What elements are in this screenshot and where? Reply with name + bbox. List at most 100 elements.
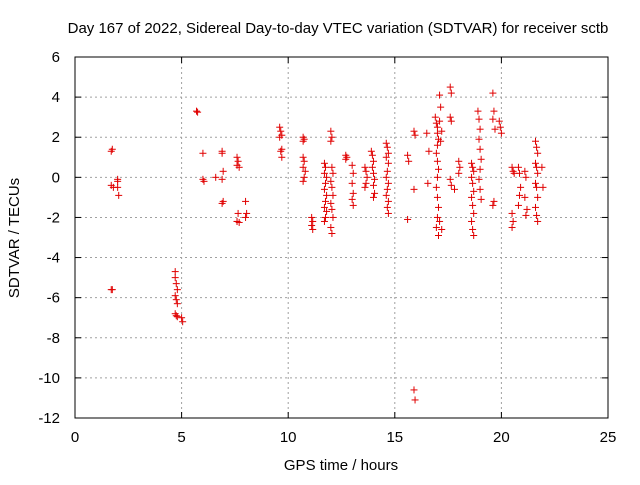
data-point (455, 169, 463, 177)
data-point (447, 89, 455, 97)
data-point (234, 209, 242, 217)
data-point (490, 197, 498, 205)
data-point (477, 155, 485, 163)
data-point (233, 217, 241, 225)
x-tick-label: 25 (600, 429, 617, 446)
data-point (435, 203, 443, 211)
data-point (327, 223, 335, 231)
data-point (179, 318, 187, 326)
data-point (327, 127, 335, 135)
data-point (508, 209, 516, 217)
data-point (300, 173, 308, 181)
data-point (342, 155, 350, 163)
data-point (533, 183, 541, 191)
data-point (469, 179, 477, 187)
data-point (278, 153, 286, 161)
data-point (349, 201, 357, 209)
data-point (171, 268, 179, 276)
data-point (212, 173, 220, 181)
data-point (438, 127, 446, 135)
data-point (193, 107, 201, 115)
data-point (363, 173, 371, 181)
data-point (468, 193, 476, 201)
data-point (521, 193, 529, 201)
data-point (436, 217, 444, 225)
data-point (411, 131, 419, 139)
data-point (404, 151, 412, 159)
data-point (411, 396, 419, 404)
data-point (309, 225, 317, 233)
data-point (521, 167, 529, 175)
data-point (446, 83, 454, 91)
data-point (534, 217, 542, 225)
data-point (470, 187, 478, 195)
data-point (539, 183, 547, 191)
data-point (517, 183, 525, 191)
data-point (532, 179, 540, 187)
data-point (450, 185, 458, 193)
x-tick-label: 15 (386, 429, 403, 446)
data-point (446, 113, 454, 121)
data-point (532, 203, 540, 211)
data-point (328, 133, 336, 141)
data-point (474, 107, 482, 115)
data-point (371, 175, 379, 183)
data-point (496, 123, 504, 131)
data-point (349, 189, 357, 197)
data-point (328, 163, 336, 171)
data-point (108, 145, 116, 153)
data-point (328, 183, 336, 191)
data-point (476, 145, 484, 153)
axes: 0 5 10 15 20 25 -12 -10 -8 -6 -4 -2 0 2 4 6 (38, 49, 616, 446)
data-point (432, 223, 440, 231)
data-point (437, 103, 445, 111)
data-point (468, 159, 476, 167)
data-point (433, 193, 441, 201)
data-point (433, 213, 441, 221)
data-point (348, 179, 356, 187)
data-point (489, 201, 497, 209)
data-point (438, 225, 446, 233)
data-point (243, 209, 251, 217)
data-point (362, 179, 370, 187)
x-tick-label: 5 (177, 429, 185, 446)
data-point (328, 205, 336, 213)
data-point (382, 173, 390, 181)
data-point (218, 147, 226, 155)
data-point (433, 129, 441, 137)
data-point (532, 159, 540, 167)
data-point (490, 107, 498, 115)
data-point (199, 149, 207, 157)
data-point (489, 115, 497, 123)
data-point (361, 183, 369, 191)
data-point (423, 129, 431, 137)
data-point (299, 163, 307, 171)
data-point (329, 213, 337, 221)
data-point (516, 191, 524, 199)
data-point (433, 141, 441, 149)
data-point (277, 127, 285, 135)
data-point (433, 123, 441, 131)
data-point (173, 313, 181, 321)
y-tick-label: -2 (47, 209, 60, 226)
data-point (491, 125, 499, 133)
data-point (327, 199, 335, 207)
grid-lines (75, 57, 608, 418)
data-point (533, 211, 541, 219)
data-point (114, 183, 122, 191)
data-point (242, 213, 250, 221)
data-point (171, 274, 179, 282)
data-point (328, 229, 336, 237)
data-point (384, 179, 392, 187)
data-point (276, 133, 284, 141)
data-point (455, 157, 463, 165)
data-point (320, 159, 328, 167)
data-point (475, 135, 483, 143)
data-point (368, 163, 376, 171)
data-point (371, 189, 379, 197)
data-point (369, 157, 377, 165)
data-point (367, 147, 375, 155)
data-point (433, 157, 441, 165)
